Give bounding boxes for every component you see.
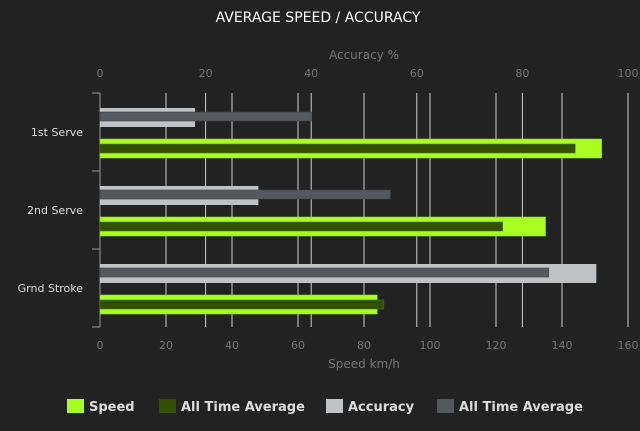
speed-tick-label: 20	[159, 339, 173, 352]
speed-tick-label: 0	[97, 339, 104, 352]
accuracy-average-bar	[99, 189, 391, 200]
legend-swatch	[67, 399, 84, 413]
accuracy-average-bar	[99, 267, 550, 278]
legend-swatch	[159, 399, 176, 413]
accuracy-average-bar	[99, 111, 312, 122]
accuracy-tick-label: 80	[515, 67, 529, 80]
chart-title: AVERAGE SPEED / ACCURACY	[216, 10, 421, 26]
legend-swatch	[437, 399, 454, 413]
legend-label: All Time Average	[459, 400, 583, 415]
speed-average-bar	[99, 143, 576, 154]
accuracy-tick-label: 0	[97, 67, 104, 80]
speed-tick-label: 160	[618, 339, 639, 352]
legend-label: Speed	[89, 400, 135, 415]
category-label: 2nd Serve	[27, 204, 83, 217]
speed-tick-label: 100	[420, 339, 441, 352]
speed-average-bar	[99, 299, 385, 310]
legend-swatch	[326, 399, 343, 413]
speed-tick-label: 40	[225, 339, 239, 352]
category-label: 1st Serve	[31, 126, 83, 139]
top-axis-label: Accuracy %	[329, 48, 399, 62]
accuracy-tick-label: 20	[199, 67, 213, 80]
speed-tick-label: 140	[552, 339, 573, 352]
legend-label: Accuracy	[348, 400, 415, 415]
accuracy-tick-label: 40	[304, 67, 318, 80]
speed-tick-label: 120	[486, 339, 507, 352]
accuracy-tick-label: 60	[410, 67, 424, 80]
legend-label: All Time Average	[181, 400, 305, 415]
category-label: Grnd Stroke	[18, 282, 84, 295]
speed-average-bar	[99, 221, 503, 232]
accuracy-tick-label: 100	[618, 67, 639, 80]
speed-tick-label: 80	[357, 339, 371, 352]
bottom-axis-label: Speed km/h	[328, 357, 400, 371]
speed-tick-label: 60	[291, 339, 305, 352]
